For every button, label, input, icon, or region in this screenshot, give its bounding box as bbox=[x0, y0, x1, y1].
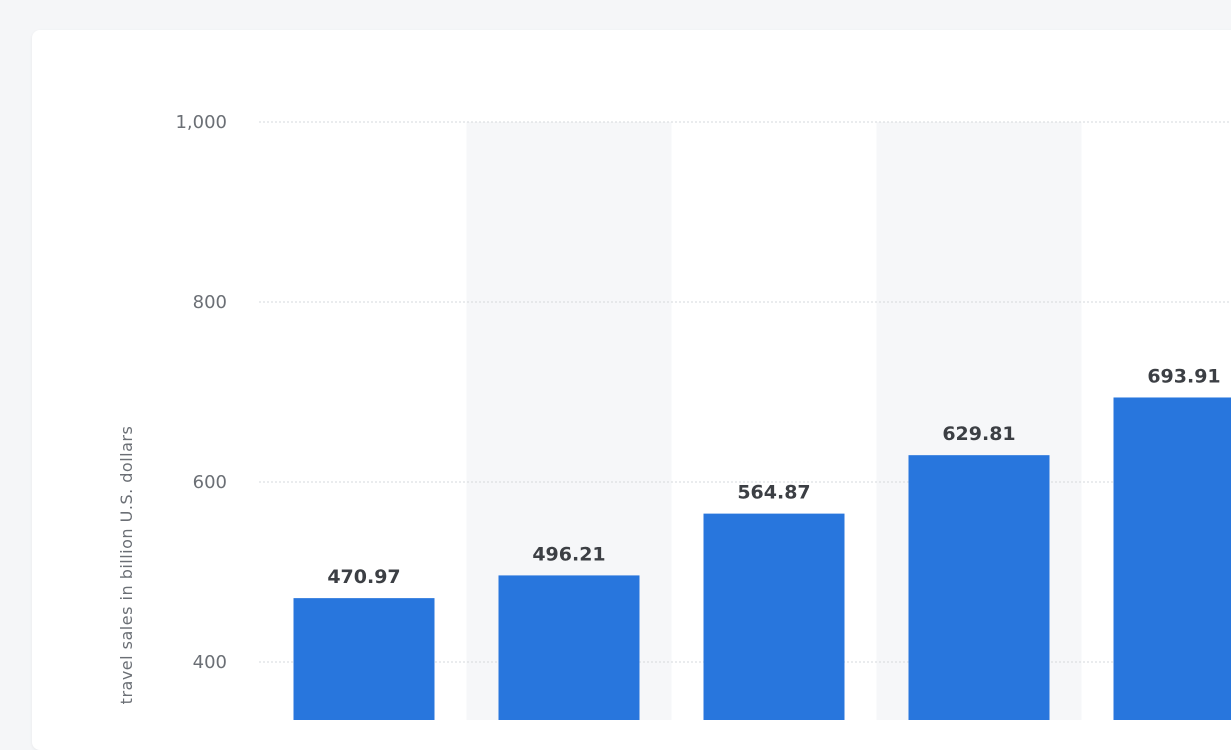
bar bbox=[499, 575, 640, 720]
y-tick-label: 1,000 bbox=[175, 112, 227, 133]
bar bbox=[1114, 397, 1231, 720]
bar-value-label: 629.81 bbox=[942, 423, 1015, 445]
y-tick-label: 400 bbox=[193, 652, 227, 673]
y-tick-label: 600 bbox=[193, 472, 227, 493]
y-tick-label: 800 bbox=[193, 292, 227, 313]
bar-value-label: 470.97 bbox=[327, 566, 400, 588]
bar bbox=[294, 598, 435, 720]
y-axis-ticks: 400 600 800 1,000 bbox=[175, 112, 227, 673]
bar-value-label: 564.87 bbox=[737, 482, 810, 504]
bar bbox=[704, 514, 845, 720]
bar bbox=[909, 455, 1050, 720]
y-axis-title: travel sales in billion U.S. dollars bbox=[117, 426, 136, 705]
bars bbox=[294, 397, 1231, 720]
bar-chart: 400 600 800 1,000 470.97 496.21 564.87 629.81 6… bbox=[32, 30, 1231, 720]
bar-value-label: 496.21 bbox=[532, 543, 605, 565]
chart-card: 400 600 800 1,000 470.97 496.21 564.87 629.81 6… bbox=[32, 30, 1231, 750]
bar-value-label: 693.91 bbox=[1147, 365, 1220, 387]
